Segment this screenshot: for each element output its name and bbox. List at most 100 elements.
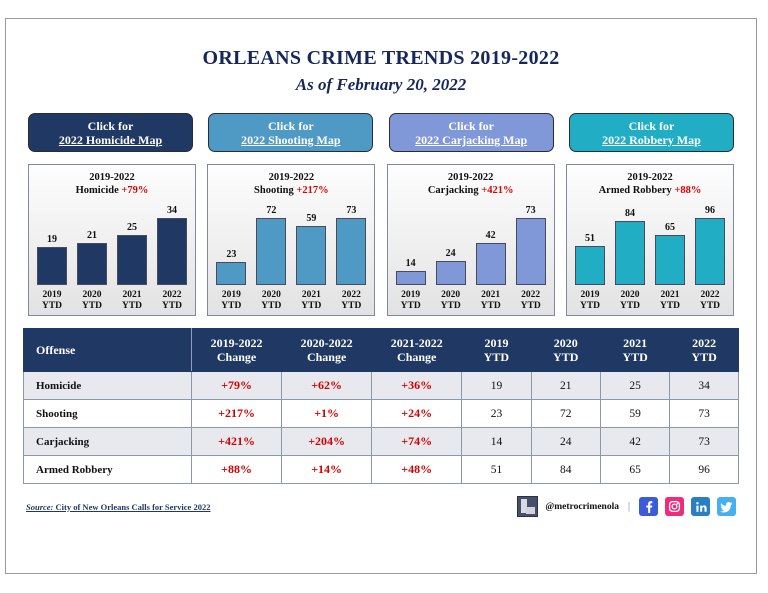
header-line1: 2022 xyxy=(692,336,717,350)
bar-value-label: 23 xyxy=(226,249,237,260)
cell-2022-ytd: 34 xyxy=(669,371,739,400)
x-axis-tick-label: 2020 YTD xyxy=(619,290,641,311)
x-axis-tick-label: 2020 YTD xyxy=(261,290,282,311)
chart-title: 2019-2022 Shooting +217% xyxy=(213,171,369,197)
cell-2019-ytd: 14 xyxy=(461,427,532,456)
header-line2: YTD xyxy=(483,350,510,364)
cell-change-2019-2022: +79% xyxy=(191,371,283,400)
column-header-2022-ytd: 2022 YTD xyxy=(669,328,739,372)
button-line2: 2022 Shooting Map xyxy=(241,132,341,147)
footer: Source: City of New Orleans Calls for Se… xyxy=(6,484,756,517)
cell-2021-ytd: 65 xyxy=(599,455,671,484)
header-line1: 2019-2022 xyxy=(210,336,263,350)
bar-column: 73 xyxy=(336,205,367,285)
chart-change-value: +217% xyxy=(296,185,329,196)
carjacking-map-button[interactable]: Click for 2022 Carjacking Map xyxy=(388,113,554,152)
bar-column: 59 xyxy=(296,205,327,285)
bar-value-label: 19 xyxy=(47,234,57,245)
bar-value-label: 59 xyxy=(306,213,317,224)
chart-title-years: 2019-2022 xyxy=(268,172,315,183)
title-block: ORLEANS CRIME TRENDS 2019-2022 As of Feb… xyxy=(6,19,756,95)
bar-column: 34 xyxy=(157,205,187,285)
button-line2: 2022 Homicide Map xyxy=(58,132,163,147)
crime-table-wrapper: Offense 2019-2022 Change 2020-2022 Chang… xyxy=(6,316,756,484)
bars-area: 51 84 65 96 xyxy=(574,205,725,285)
chart-title-years: 2019-2022 xyxy=(447,172,494,183)
mcc-logo-icon xyxy=(517,496,539,517)
cell-2022-ytd: 73 xyxy=(669,399,739,428)
bar xyxy=(157,218,187,285)
x-axis-tick-label: 2022 YTD xyxy=(520,290,541,311)
x-axis-tick-label: 2020 YTD xyxy=(440,290,461,311)
cell-2022-ytd: 96 xyxy=(669,455,739,484)
x-axis-tick-label: 2022 YTD xyxy=(699,290,721,311)
bar-value-label: 34 xyxy=(167,205,177,216)
header-line2: Change xyxy=(306,350,347,364)
cell-offense: Homicide xyxy=(22,371,193,400)
cell-2019-ytd: 23 xyxy=(461,399,532,428)
cell-change-2020-2022: +204% xyxy=(281,427,373,456)
x-axis-tick-label: 2021 YTD xyxy=(121,290,143,311)
header-line1: 2021 xyxy=(623,336,648,350)
x-axis-labels: 2019 YTD 2020 YTD 2021 YTD 2022 YTD xyxy=(396,290,546,312)
bar xyxy=(694,218,725,285)
social-handle: @metrocrimenola xyxy=(545,501,619,512)
cell-change-2021-2022: +36% xyxy=(371,371,463,400)
bar-value-label: 21 xyxy=(87,230,97,241)
cell-change-2020-2022: +14% xyxy=(281,455,373,484)
cell-offense: Shooting xyxy=(22,399,193,428)
bar-value-label: 73 xyxy=(525,205,536,216)
cell-change-2019-2022: +421% xyxy=(191,427,283,456)
bar-column: 73 xyxy=(515,205,546,285)
source-link[interactable]: Source: City of New Orleans Calls for Se… xyxy=(26,502,210,512)
bar-column: 96 xyxy=(694,205,725,285)
bar-value-label: 51 xyxy=(584,233,595,245)
cell-2020-ytd: 72 xyxy=(530,399,601,428)
bar xyxy=(296,226,327,285)
cell-2019-ytd: 51 xyxy=(461,455,532,484)
chart-title: 2019-2022 Carjacking +421% xyxy=(393,171,549,197)
shooting-map-button[interactable]: Click for 2022 Shooting Map xyxy=(208,113,374,152)
instagram-icon[interactable] xyxy=(665,497,684,516)
robbery-map-button[interactable]: Click for 2022 Robbery Map xyxy=(568,113,734,152)
table-row: Armed Robbery +88% +14% +48% 51 84 65 96 xyxy=(22,455,739,484)
bar xyxy=(475,243,506,285)
cell-2022-ytd: 73 xyxy=(669,427,739,456)
page-subtitle: As of February 20, 2022 xyxy=(295,75,467,94)
twitter-icon[interactable] xyxy=(717,497,736,516)
cell-change-2021-2022: +48% xyxy=(371,455,463,484)
homicide-map-button[interactable]: Click for 2022 Homicide Map xyxy=(28,113,193,152)
bar-column: 72 xyxy=(256,205,287,285)
button-line1: Click for xyxy=(628,118,675,133)
bar-value-label: 14 xyxy=(405,258,416,269)
bar xyxy=(614,221,645,285)
bar-column: 24 xyxy=(435,205,466,285)
bar xyxy=(336,218,367,285)
header-line2: YTD xyxy=(691,350,717,364)
cell-change-2021-2022: +24% xyxy=(371,399,463,428)
bars-area: 19 21 25 34 xyxy=(37,205,187,285)
header-line2: Change xyxy=(216,350,257,364)
header-line1: 2020 xyxy=(553,336,578,350)
bar xyxy=(117,235,147,285)
bar-column: 21 xyxy=(77,205,107,285)
bar-column: 19 xyxy=(37,205,67,285)
cell-2021-ytd: 42 xyxy=(599,427,671,456)
facebook-icon[interactable] xyxy=(639,497,658,516)
cell-2021-ytd: 25 xyxy=(599,371,671,400)
bar-value-label: 25 xyxy=(127,222,137,233)
chart-offense-label: Carjacking xyxy=(427,185,479,196)
header-line2: YTD xyxy=(622,350,648,364)
cell-change-2020-2022: +1% xyxy=(281,399,373,428)
button-line2: 2022 Carjacking Map xyxy=(415,132,528,147)
column-header-change-2019-2022: 2019-2022 Change xyxy=(191,328,283,372)
chart-offense-label: Shooting xyxy=(254,185,294,196)
x-axis-tick-label: 2020 YTD xyxy=(81,290,103,311)
x-axis-labels: 2019 YTD 2020 YTD 2021 YTD 2022 YTD xyxy=(37,290,187,312)
homicide-chart-panel: 2019-2022 Homicide +79% 19 21 25 34 2019 YTD… xyxy=(28,164,196,316)
linkedin-icon[interactable] xyxy=(691,497,710,516)
chart-change-value: +421% xyxy=(481,185,514,196)
bars-area: 14 24 42 73 xyxy=(395,205,546,285)
crime-table: Offense 2019-2022 Change 2020-2022 Chang… xyxy=(22,328,739,484)
button-line2: 2022 Robbery Map xyxy=(602,132,701,147)
